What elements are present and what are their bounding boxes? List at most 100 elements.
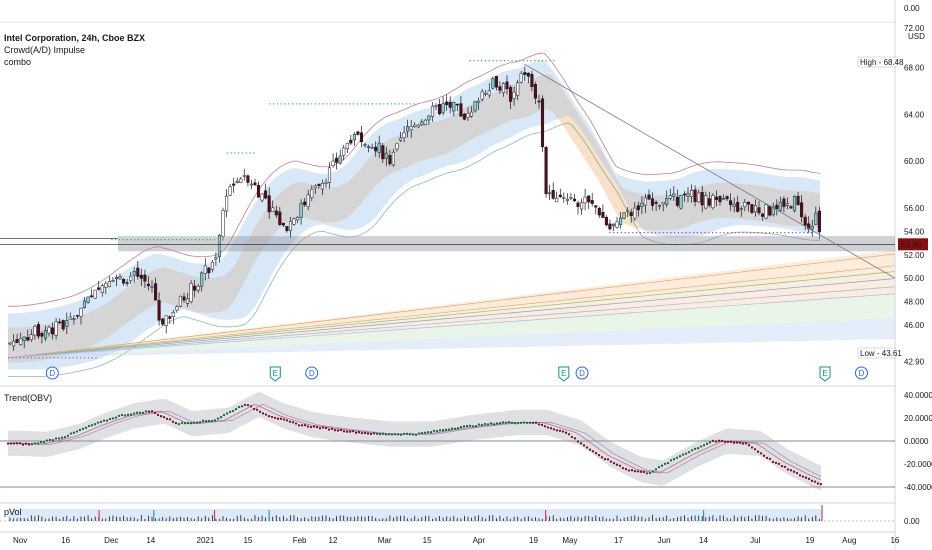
candle-body bbox=[22, 336, 26, 341]
trend-point bbox=[354, 431, 358, 434]
trend-point bbox=[99, 420, 103, 424]
trend-point bbox=[186, 421, 190, 425]
candle-body bbox=[601, 212, 605, 218]
candle-body bbox=[626, 209, 630, 212]
candle-body bbox=[629, 211, 633, 216]
trend-point bbox=[606, 458, 610, 461]
candle-body bbox=[438, 104, 442, 115]
trend-point bbox=[714, 440, 718, 443]
candle-body bbox=[690, 190, 694, 198]
trend-point bbox=[225, 412, 229, 415]
trend-point bbox=[555, 429, 559, 432]
candle-body bbox=[530, 73, 534, 87]
trend-point bbox=[624, 468, 628, 471]
trend-point bbox=[237, 405, 241, 409]
candle-body bbox=[207, 267, 211, 274]
candle-body bbox=[196, 285, 200, 291]
fan-line bbox=[7, 286, 896, 359]
trend-tick-label: 20.0000 bbox=[904, 414, 932, 423]
candle-body bbox=[68, 316, 72, 320]
trend-point bbox=[441, 429, 445, 432]
trend-point bbox=[777, 462, 781, 466]
trend-point bbox=[486, 423, 490, 426]
candle-body bbox=[256, 184, 261, 198]
trend-point bbox=[42, 441, 46, 444]
candle-body bbox=[725, 196, 729, 200]
trend-point bbox=[792, 470, 796, 473]
candle-body bbox=[36, 324, 40, 337]
trend-point bbox=[474, 425, 478, 428]
candle-body bbox=[558, 194, 562, 198]
candle-body bbox=[246, 175, 250, 183]
time-tick-label: 16 bbox=[890, 536, 899, 545]
trend-point bbox=[585, 446, 589, 449]
trend-point bbox=[783, 465, 787, 469]
trend-point bbox=[408, 433, 412, 436]
trend-point bbox=[726, 440, 730, 444]
candle-body bbox=[480, 91, 484, 100]
trend-point bbox=[801, 475, 805, 478]
trend-point bbox=[711, 439, 715, 443]
trend-point bbox=[180, 421, 184, 425]
trend-point bbox=[285, 419, 289, 422]
trend-point bbox=[615, 463, 619, 466]
trend-point bbox=[702, 444, 706, 447]
candle-body bbox=[533, 84, 537, 99]
trend-point bbox=[630, 469, 634, 472]
candle-body bbox=[551, 190, 555, 199]
trend-point bbox=[129, 413, 133, 416]
trend-point bbox=[309, 425, 313, 429]
trend-point bbox=[114, 416, 118, 419]
candle-body bbox=[523, 72, 527, 75]
candle-body bbox=[146, 283, 150, 287]
candle-body bbox=[175, 306, 179, 311]
candle-body bbox=[452, 102, 456, 112]
trend-point bbox=[654, 468, 658, 471]
indicator-combo-label: combo bbox=[4, 57, 32, 67]
trend-point bbox=[33, 442, 37, 445]
trend-point bbox=[126, 413, 130, 416]
trend-point bbox=[333, 429, 337, 432]
trend-point bbox=[192, 421, 196, 424]
fan-fill bbox=[8, 294, 895, 358]
trend-point bbox=[216, 417, 220, 420]
trend-point bbox=[270, 415, 274, 419]
trend-point bbox=[774, 461, 778, 465]
fan-line bbox=[7, 253, 896, 359]
trend-point bbox=[570, 435, 574, 439]
trend-line bbox=[524, 63, 896, 279]
candle-body bbox=[647, 194, 651, 200]
time-tick-label: 15 bbox=[423, 536, 432, 545]
trend-point bbox=[573, 437, 577, 440]
candle-body bbox=[817, 210, 821, 233]
candle-body bbox=[498, 86, 502, 91]
trend-point bbox=[663, 462, 667, 466]
trend-point bbox=[612, 462, 616, 465]
candle-body bbox=[604, 217, 608, 226]
candle-body bbox=[40, 332, 44, 337]
trend-point bbox=[240, 405, 244, 408]
price-tick-label: 50.00 bbox=[904, 274, 925, 283]
candle-body bbox=[590, 200, 594, 204]
trend-point bbox=[117, 414, 121, 418]
candle-body bbox=[803, 216, 807, 226]
candle-body bbox=[608, 223, 612, 230]
trend-point bbox=[54, 437, 58, 440]
trend-point bbox=[735, 441, 739, 444]
time-tick-label: Feb bbox=[293, 536, 307, 545]
trend-point bbox=[279, 417, 283, 420]
candle-body bbox=[61, 320, 65, 330]
trend-point bbox=[813, 480, 817, 483]
trend-point bbox=[18, 442, 22, 445]
trend-point bbox=[435, 430, 439, 433]
trend-point bbox=[405, 432, 409, 435]
trend-point bbox=[684, 452, 688, 455]
trend-point bbox=[87, 424, 91, 428]
time-tick-label: Aug bbox=[842, 536, 856, 545]
candle-body bbox=[164, 315, 168, 326]
candle-body bbox=[505, 81, 509, 90]
candle-body bbox=[778, 201, 782, 211]
fan-fill bbox=[8, 250, 895, 358]
trend-point bbox=[372, 432, 376, 435]
trend-point bbox=[444, 428, 448, 431]
